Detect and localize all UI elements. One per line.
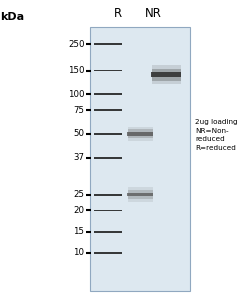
Text: 20: 20 bbox=[74, 206, 84, 215]
Bar bbox=[94, 93, 122, 95]
Text: 50: 50 bbox=[74, 129, 84, 138]
Text: 10: 10 bbox=[74, 248, 84, 257]
Text: R: R bbox=[114, 7, 122, 20]
Bar bbox=[152, 68, 181, 80]
Bar bbox=[94, 194, 122, 196]
Bar bbox=[94, 133, 122, 135]
Bar bbox=[128, 188, 153, 202]
Bar bbox=[152, 65, 181, 84]
Bar bbox=[94, 252, 122, 254]
Text: 15: 15 bbox=[74, 227, 84, 236]
Text: 100: 100 bbox=[68, 90, 84, 99]
Bar bbox=[94, 157, 122, 159]
Bar bbox=[94, 70, 122, 71]
Text: 25: 25 bbox=[74, 190, 84, 199]
Text: 2ug loading
NR=Non-
reduced
R=reduced: 2ug loading NR=Non- reduced R=reduced bbox=[195, 119, 238, 151]
Bar bbox=[127, 193, 154, 196]
Text: kDa: kDa bbox=[0, 13, 24, 22]
Bar bbox=[128, 190, 153, 199]
Text: 75: 75 bbox=[74, 106, 84, 115]
Text: 150: 150 bbox=[68, 66, 84, 75]
Bar bbox=[151, 72, 181, 77]
Bar bbox=[127, 132, 154, 136]
Bar bbox=[94, 109, 122, 111]
Text: 250: 250 bbox=[68, 40, 84, 49]
Bar bbox=[128, 129, 153, 138]
Text: 37: 37 bbox=[74, 153, 84, 162]
Bar bbox=[94, 231, 122, 233]
Bar bbox=[94, 210, 122, 212]
Text: NR: NR bbox=[145, 7, 162, 20]
Bar bbox=[90, 27, 190, 291]
Bar bbox=[128, 127, 153, 141]
Bar bbox=[94, 43, 122, 45]
